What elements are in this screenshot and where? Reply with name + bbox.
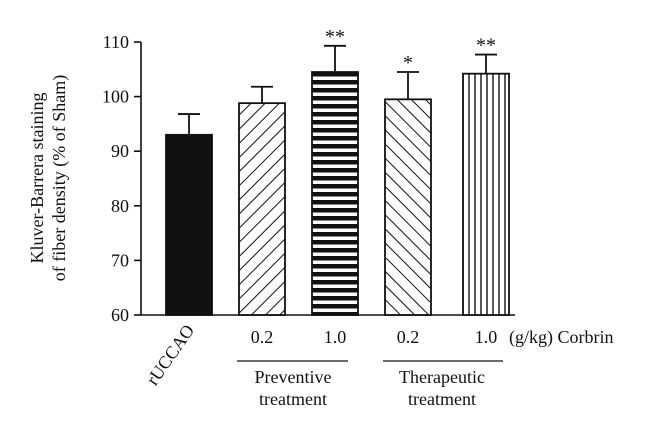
y-axis-title-line2: of fiber density (% of Sham)	[49, 75, 70, 281]
bar	[384, 98, 432, 316]
bar	[165, 133, 213, 316]
bar	[238, 102, 286, 316]
significance-marker: *	[403, 52, 413, 74]
y-tick-label: 80	[111, 196, 129, 216]
preventive-group-label-line1: Preventive	[255, 367, 332, 387]
y-axis-title-line1: Kluver-Barrera staining	[27, 92, 47, 263]
therapeutic-group-label-line1: Therapeutic	[399, 367, 485, 387]
y-axis-ticks: 60 70 80 90 100 110	[102, 32, 141, 325]
y-tick-label: 60	[111, 305, 129, 325]
bars: *****	[165, 26, 510, 316]
preventive-group-label-line2: treatment	[259, 389, 327, 409]
y-tick-label: 70	[111, 250, 129, 270]
x-tick-label: 1.0	[324, 327, 347, 347]
y-tick-label: 110	[103, 32, 129, 52]
bar	[462, 72, 510, 316]
significance-marker: **	[476, 35, 496, 57]
x-tick-label: 1.0	[475, 327, 498, 347]
significance-marker: **	[325, 26, 345, 48]
bar	[311, 71, 359, 316]
y-tick-label: 90	[111, 141, 129, 161]
x-tick-label: 0.2	[397, 327, 420, 347]
y-tick-label: 100	[102, 87, 129, 107]
x-tick-label: rUCCAO	[142, 321, 198, 389]
x-tick-label: 0.2	[251, 327, 274, 347]
y-axis-title: Kluver-Barrera staining of fiber density…	[27, 75, 70, 281]
dose-unit-label: (g/kg) Corbrin	[509, 327, 613, 348]
therapeutic-group-label-line2: treatment	[408, 389, 476, 409]
